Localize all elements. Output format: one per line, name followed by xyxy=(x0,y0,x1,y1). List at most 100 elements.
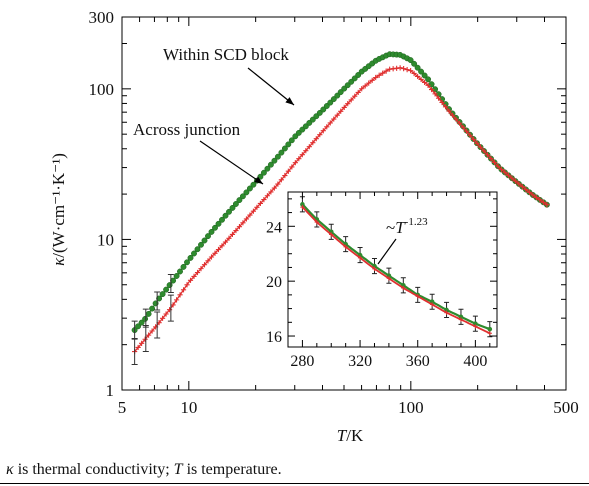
data-point xyxy=(352,93,358,99)
data-point xyxy=(260,169,267,176)
data-point xyxy=(533,194,539,201)
data-point xyxy=(267,161,274,168)
data-point xyxy=(439,99,445,106)
data-point xyxy=(401,66,407,72)
data-point xyxy=(362,83,368,89)
data-point xyxy=(198,241,204,248)
data-point xyxy=(288,137,295,144)
annotation-across-junction: Across junction xyxy=(133,120,241,139)
y-tick-label: 1 xyxy=(106,381,115,400)
caption-rule xyxy=(0,483,589,484)
x-tick-label: 5 xyxy=(118,398,127,417)
data-point xyxy=(198,266,204,272)
arrow-across-junction xyxy=(199,140,264,185)
data-point xyxy=(449,112,456,118)
data-point xyxy=(149,328,155,334)
main-annotation-arrows xyxy=(199,67,295,185)
data-point xyxy=(418,68,425,75)
error-bar xyxy=(167,273,174,293)
data-point xyxy=(236,224,243,230)
data-point xyxy=(159,315,166,321)
data-point xyxy=(292,160,298,166)
data-point xyxy=(278,149,285,156)
data-point xyxy=(498,166,505,173)
data-point xyxy=(271,157,278,164)
data-point xyxy=(226,208,232,215)
data-point xyxy=(428,81,435,88)
data-point xyxy=(264,193,270,199)
data-point xyxy=(330,96,337,103)
data-point xyxy=(334,112,340,118)
inset-data-point xyxy=(401,285,406,291)
data-point xyxy=(239,193,246,200)
data-point xyxy=(369,77,375,83)
inset-background xyxy=(288,192,497,347)
data-point xyxy=(355,89,361,96)
data-point xyxy=(467,132,473,138)
data-point xyxy=(505,172,512,178)
data-point xyxy=(435,95,442,101)
data-point xyxy=(226,235,232,241)
data-point xyxy=(540,199,546,205)
inset-data-point xyxy=(357,255,363,261)
data-point xyxy=(243,216,250,222)
data-point xyxy=(139,340,145,346)
data-point xyxy=(418,76,424,83)
data-point xyxy=(208,228,215,235)
data-point xyxy=(268,189,274,195)
data-point xyxy=(180,263,187,270)
data-point xyxy=(453,116,459,122)
caption-kappa-text: is thermal conductivity; xyxy=(13,461,174,478)
data-point xyxy=(338,108,344,114)
data-point xyxy=(373,74,379,81)
data-point xyxy=(428,86,435,93)
data-point xyxy=(205,258,211,264)
data-point xyxy=(327,99,334,106)
data-point xyxy=(159,291,166,298)
data-point xyxy=(383,68,389,74)
data-point xyxy=(359,86,365,92)
data-point xyxy=(404,67,410,73)
error-bar xyxy=(154,291,161,311)
inset-data-point xyxy=(386,276,392,281)
data-point xyxy=(187,254,194,261)
data-point xyxy=(421,79,428,86)
data-point xyxy=(376,72,382,78)
data-point xyxy=(306,144,312,150)
inset-annotation-arrow xyxy=(377,238,397,265)
data-point xyxy=(317,132,323,138)
data-point xyxy=(163,286,170,293)
inset-x-tick-label: 280 xyxy=(290,353,314,370)
inset-data-point xyxy=(444,310,449,315)
inset-series-group xyxy=(299,196,493,338)
data-point xyxy=(271,185,277,191)
data-point xyxy=(173,297,180,303)
data-point xyxy=(481,148,487,154)
inset-data-point xyxy=(314,219,320,225)
data-point xyxy=(250,181,257,188)
y-tick-label: 300 xyxy=(89,8,115,27)
data-point xyxy=(201,237,208,244)
x-axis-label: T/K xyxy=(337,426,364,445)
data-point xyxy=(282,172,288,179)
data-point xyxy=(456,120,463,126)
data-point xyxy=(544,202,550,208)
data-point xyxy=(411,60,418,67)
data-point xyxy=(421,72,428,79)
data-point xyxy=(316,109,323,116)
data-point xyxy=(219,243,225,249)
data-point xyxy=(264,165,271,172)
data-point xyxy=(313,136,319,142)
data-point xyxy=(470,136,477,142)
data-point xyxy=(337,89,344,96)
inset-x-tick-label: 360 xyxy=(406,353,430,370)
data-point xyxy=(180,287,187,293)
data-point xyxy=(275,181,281,187)
data-point xyxy=(509,175,515,181)
data-point xyxy=(463,128,470,134)
data-point xyxy=(425,82,431,88)
data-point xyxy=(285,168,291,174)
data-point xyxy=(173,273,180,279)
data-point xyxy=(146,332,152,338)
